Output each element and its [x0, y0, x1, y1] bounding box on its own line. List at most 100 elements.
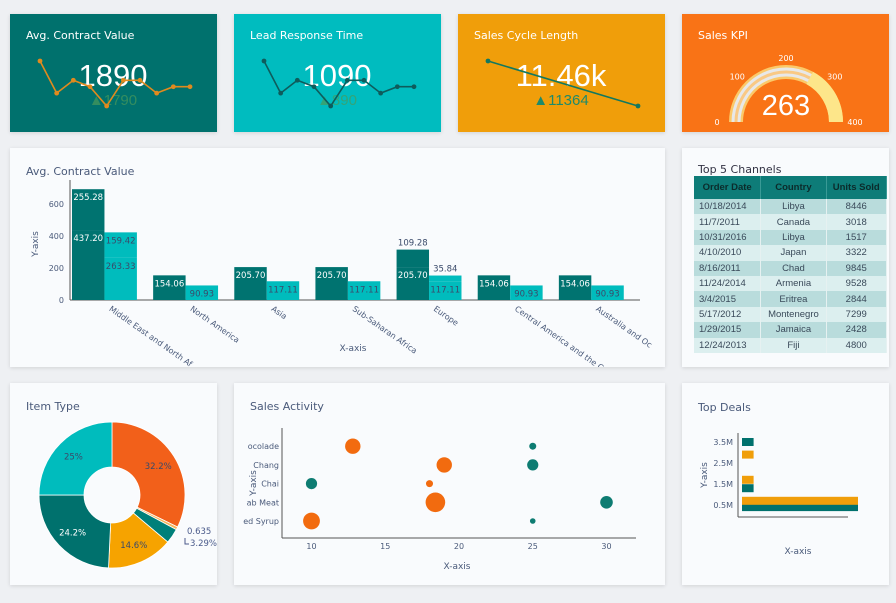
- bar: [185, 285, 219, 300]
- card-title: Avg. Contract Value: [26, 165, 135, 178]
- y-axis-title: Y-axis: [700, 462, 710, 489]
- card-title: Item Type: [26, 400, 80, 413]
- card-title: Top Deals: [698, 401, 751, 414]
- table-cell: 1517: [826, 229, 887, 246]
- sparkline-point: [104, 103, 110, 109]
- y-tick-label: 0.5M: [713, 501, 733, 510]
- sparkline-point: [344, 77, 350, 83]
- y-tick-label: 400: [49, 232, 64, 241]
- scatter-bubble: [305, 478, 318, 490]
- sparkline-point: [170, 84, 176, 90]
- kpi-visual: 1890▲1790: [37, 58, 193, 109]
- bar: [558, 275, 592, 300]
- item-type-card: Item Type 32.2% 0.635 3.29% 14.6% 24.2% 25%: [10, 383, 217, 585]
- table-row: 10/31/2016 Libya 1517: [694, 229, 887, 246]
- bar-data-label: 154.06: [154, 279, 184, 289]
- sparkline-point: [187, 84, 193, 90]
- kpi-value: 11.46k: [516, 58, 607, 93]
- bar: [234, 267, 267, 300]
- bar: [477, 275, 511, 300]
- deal-bar: [742, 475, 754, 484]
- scatter-bubble: [426, 480, 433, 488]
- gauge-tick-label: 100: [730, 73, 745, 82]
- table-cell: 10/18/2014: [694, 199, 762, 215]
- kpi-title: Lead Response Time: [250, 29, 364, 42]
- y-tick-label: 0: [59, 296, 64, 305]
- bar: [104, 232, 137, 258]
- table-cell: 4/10/2010: [694, 245, 762, 261]
- bar-chart: 0 200 400 600 Y-axis X-axis 437.20 255.28 263.33…: [31, 180, 654, 367]
- bar: [315, 267, 348, 300]
- sparkline: [39, 60, 190, 108]
- sparkline: [263, 60, 414, 108]
- table-cell: 12/24/2013: [694, 337, 762, 353]
- x-tick-label: Australia and Oc: [594, 304, 653, 349]
- donut-chart: 32.2% 0.635 3.29% 14.6% 24.2% 25%: [38, 421, 217, 569]
- slice-label: 3.29%: [190, 539, 217, 549]
- y-axis-title: Y-axis: [249, 470, 259, 497]
- bar-data-label: 205.70: [317, 271, 347, 281]
- table-cell: 1/29/2015: [694, 322, 762, 338]
- scatter-bubble: [529, 518, 536, 524]
- x-tick-label: 10: [306, 542, 316, 551]
- deal-bar: [742, 503, 858, 512]
- deal-bar: [742, 450, 754, 459]
- gauge-tick-label: 400: [847, 118, 862, 127]
- gauge-tick-label: 200: [778, 54, 793, 63]
- table-cell: 11/24/2014: [694, 275, 762, 292]
- column-header[interactable]: Order Date: [694, 176, 762, 199]
- table-cell: Libya: [760, 199, 827, 215]
- bar-data-label: 437.20: [73, 234, 103, 244]
- bar-data-label: 109.28: [398, 239, 428, 249]
- sparkline-point: [137, 77, 143, 83]
- kpi-delta: ▲890: [317, 92, 357, 109]
- sparkline-point: [394, 84, 400, 90]
- table-cell: 7299: [826, 306, 887, 323]
- bar: [72, 189, 105, 231]
- sparkline-point: [411, 84, 417, 90]
- scatter-bubble: [527, 459, 539, 471]
- bar-data-label: 205.70: [398, 271, 428, 281]
- sparkline-point: [361, 77, 367, 83]
- table-cell: 2428: [826, 322, 887, 338]
- bar: [266, 281, 300, 300]
- y-tick-label: 1.5M: [713, 480, 733, 489]
- bar-data-label: 35.84: [433, 265, 457, 275]
- gauge-tick-label: 0: [714, 118, 719, 127]
- kpi-title: Sales Cycle Length: [474, 29, 579, 42]
- column-header[interactable]: Units Sold: [826, 176, 887, 199]
- table-row: 10/18/2014 Libya 8446: [694, 199, 887, 215]
- y-tick-label: ed Syrup: [243, 517, 279, 526]
- sales-activity-card: Sales Activity 10 15 20 25 30 ed Syrup ab Meat…: [234, 383, 665, 585]
- sparkline-point: [378, 90, 384, 96]
- slice-label: 0.635: [187, 527, 211, 537]
- x-tick-label: Middle East and North Af: [107, 304, 194, 367]
- kpi-value: 263: [762, 90, 810, 122]
- kpi-title: Avg. Contract Value: [26, 29, 135, 42]
- top-deals-card: Top Deals 0.5M 1.5M 2.5M 3.5M Y-axis X-axis: [682, 383, 889, 585]
- y-tick-label: ab Meat: [247, 498, 279, 507]
- y-axis-title: Y-axis: [31, 231, 41, 258]
- sparkline-point: [278, 90, 284, 96]
- x-tick-label: 30: [601, 542, 611, 551]
- donut-slice: [38, 421, 113, 496]
- card-title: Top 5 Channels: [698, 163, 782, 176]
- table-cell: 5/17/2012: [694, 306, 762, 323]
- y-tick-label: 3.5M: [713, 438, 733, 447]
- bar-data-label: 263.33: [106, 262, 136, 272]
- table-cell: Japan: [760, 245, 827, 261]
- bar: [396, 249, 430, 268]
- sparkline-point: [37, 58, 43, 64]
- bar-data-label: 90.93: [514, 289, 538, 299]
- table-cell: Jamaica: [760, 322, 827, 338]
- sparkline-point: [70, 77, 76, 83]
- kpi-sales-cycle-length: Sales Cycle Length 11.46k ▲11364: [458, 14, 665, 132]
- table-cell: Chad: [760, 260, 827, 276]
- bar: [429, 281, 462, 300]
- slice-label: 24.2%: [59, 529, 86, 539]
- column-header[interactable]: Country: [760, 176, 827, 199]
- slice-label: 25%: [64, 452, 83, 462]
- sparkline-point: [54, 90, 60, 96]
- table-cell: 8/16/2011: [694, 260, 762, 276]
- table-row: 8/16/2011 Chad 9845: [694, 260, 887, 276]
